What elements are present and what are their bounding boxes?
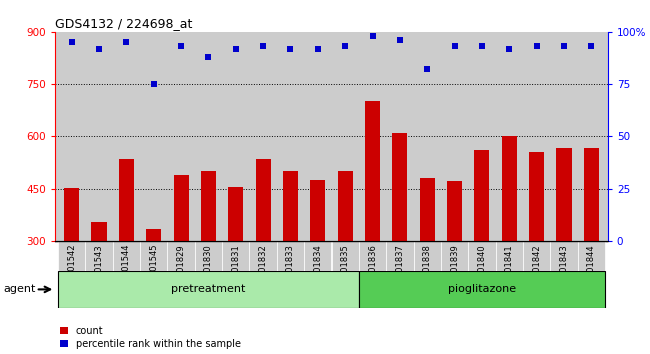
Text: GSM201843: GSM201843	[560, 244, 569, 295]
Bar	[337, 171, 353, 241]
Text: GSM201834: GSM201834	[313, 244, 322, 295]
Bar	[64, 188, 79, 241]
Point	[586, 44, 597, 49]
Bar	[386, 241, 413, 306]
Point	[395, 38, 405, 43]
Text: GSM201839: GSM201839	[450, 244, 459, 295]
Bar	[447, 181, 462, 241]
Bar	[474, 150, 489, 241]
Bar	[58, 271, 359, 308]
Bar	[310, 180, 326, 241]
Bar	[140, 241, 168, 306]
Text: GSM201545: GSM201545	[150, 244, 158, 295]
Bar	[365, 102, 380, 241]
Bar	[283, 171, 298, 241]
Bar	[174, 175, 188, 241]
Bar	[168, 241, 195, 306]
Bar	[222, 241, 250, 306]
Bar	[359, 241, 386, 306]
Bar	[146, 229, 161, 241]
Bar	[556, 148, 571, 241]
Bar	[420, 178, 435, 241]
Bar	[228, 188, 243, 241]
Text: GSM201543: GSM201543	[94, 244, 103, 295]
Bar	[119, 159, 134, 241]
Point	[203, 54, 214, 60]
Text: pioglitazone: pioglitazone	[448, 284, 516, 295]
Point	[285, 46, 296, 51]
Point	[504, 46, 515, 51]
Bar	[584, 148, 599, 241]
Text: GSM201544: GSM201544	[122, 244, 131, 295]
Bar	[304, 241, 332, 306]
Point	[148, 81, 159, 87]
Text: GSM201542: GSM201542	[67, 244, 76, 295]
Point	[367, 33, 378, 39]
Text: GDS4132 / 224698_at: GDS4132 / 224698_at	[55, 17, 192, 30]
Text: GSM201840: GSM201840	[478, 244, 486, 295]
Point	[476, 44, 487, 49]
Point	[94, 46, 104, 51]
Text: GSM201836: GSM201836	[368, 244, 377, 295]
Text: GSM201829: GSM201829	[177, 244, 185, 295]
Bar	[201, 171, 216, 241]
Bar	[250, 241, 277, 306]
Bar	[112, 241, 140, 306]
Bar	[85, 241, 112, 306]
Point	[258, 44, 268, 49]
Text: GSM201832: GSM201832	[259, 244, 268, 295]
Text: GSM201831: GSM201831	[231, 244, 240, 295]
Bar	[578, 241, 605, 306]
Legend: count, percentile rank within the sample: count, percentile rank within the sample	[60, 326, 240, 349]
Text: GSM201830: GSM201830	[204, 244, 213, 295]
Point	[66, 40, 77, 45]
Text: GSM201833: GSM201833	[286, 244, 295, 295]
Point	[231, 46, 241, 51]
Text: GSM201841: GSM201841	[505, 244, 514, 295]
Bar	[413, 241, 441, 306]
Point	[449, 44, 460, 49]
Text: GSM201835: GSM201835	[341, 244, 350, 295]
Text: GSM201837: GSM201837	[395, 244, 404, 295]
Bar	[495, 241, 523, 306]
Bar	[441, 241, 468, 306]
Point	[176, 44, 187, 49]
Bar	[523, 241, 551, 306]
Text: GSM201842: GSM201842	[532, 244, 541, 295]
Point	[340, 44, 350, 49]
Text: GSM201838: GSM201838	[422, 244, 432, 295]
Point	[313, 46, 323, 51]
Text: GSM201844: GSM201844	[587, 244, 596, 295]
Text: agent: agent	[3, 284, 36, 295]
Bar	[393, 133, 408, 241]
Bar	[551, 241, 578, 306]
Bar	[332, 241, 359, 306]
Bar	[529, 152, 544, 241]
Bar	[277, 241, 304, 306]
Point	[121, 40, 131, 45]
Bar	[195, 241, 222, 306]
Point	[559, 44, 569, 49]
Bar	[468, 241, 495, 306]
Bar	[92, 222, 107, 241]
Bar	[58, 241, 85, 306]
Text: pretreatment: pretreatment	[171, 284, 246, 295]
Point	[422, 67, 432, 72]
Bar	[359, 271, 605, 308]
Bar	[255, 159, 270, 241]
Point	[532, 44, 542, 49]
Bar	[502, 136, 517, 241]
